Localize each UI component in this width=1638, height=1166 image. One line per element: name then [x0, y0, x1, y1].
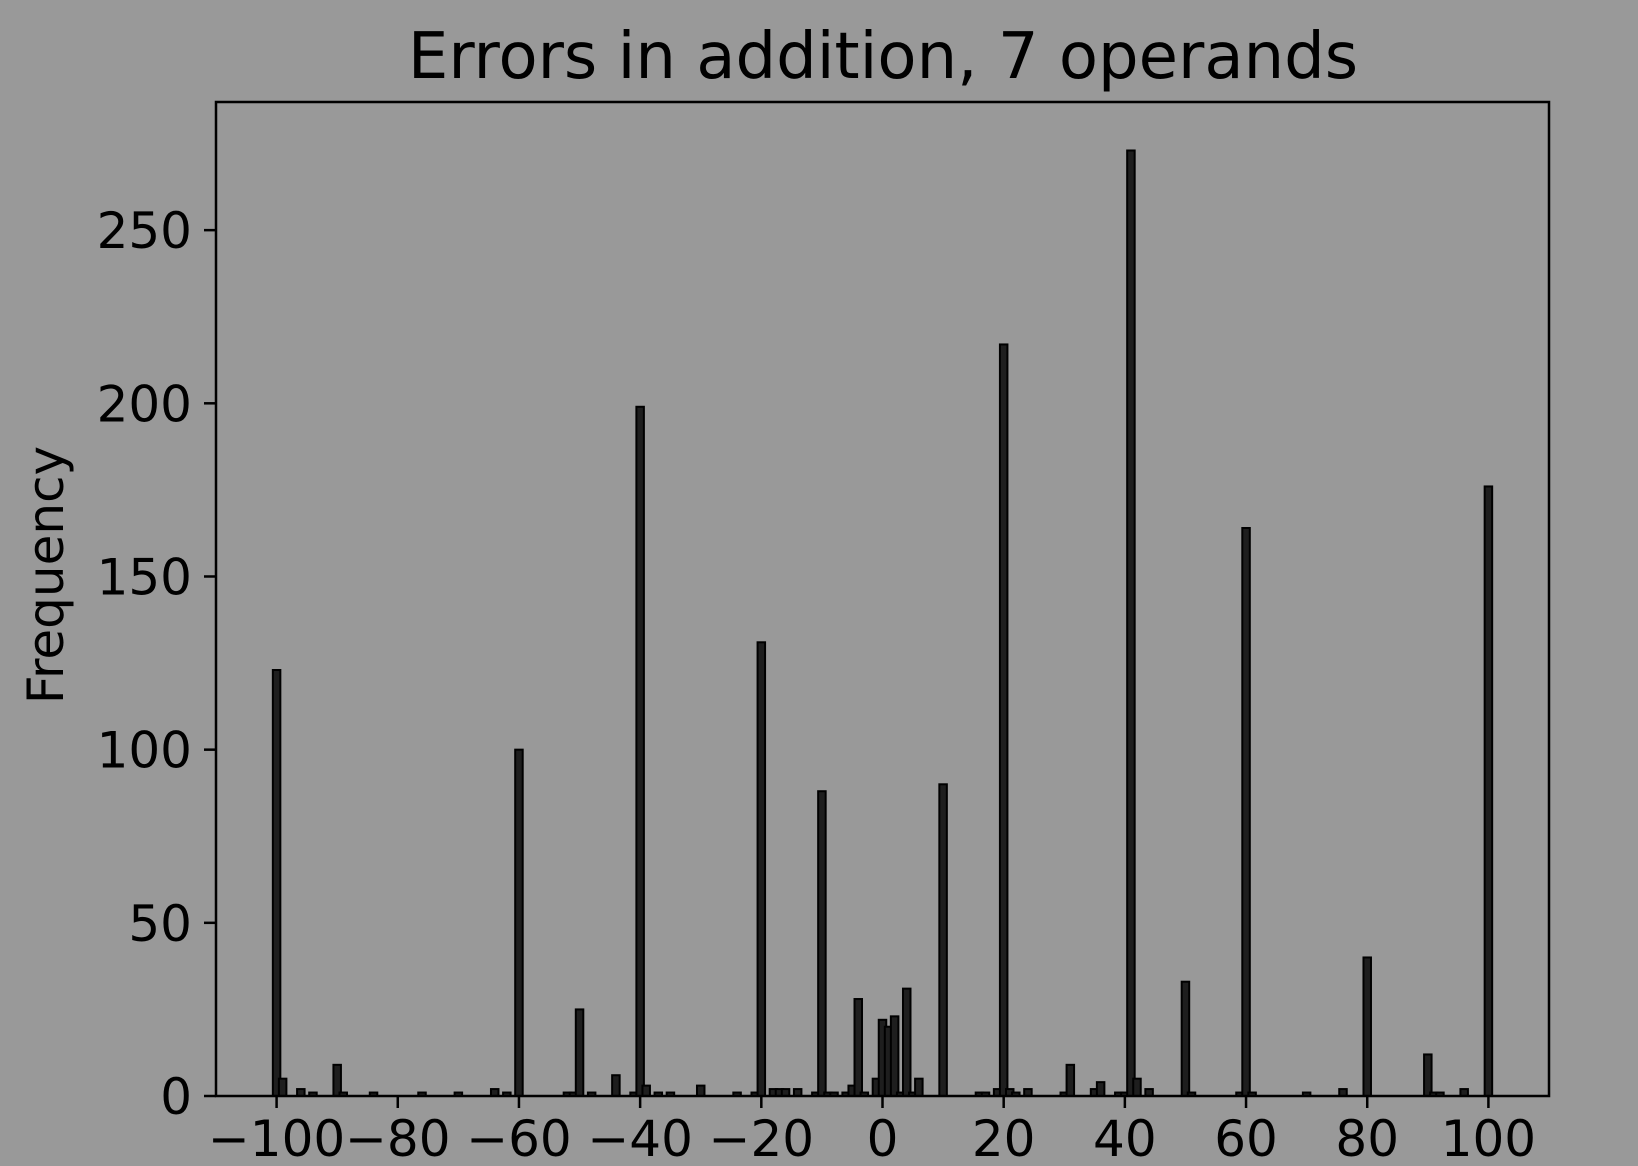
x-axis: −100 −80 −60 −40 −20 0 20 40 60 80 100: [208, 1096, 1536, 1166]
histogram-bar: [1132, 1077, 1142, 1098]
y-axis-label: Frequency: [17, 446, 75, 704]
chart-title: Errors in addition, 7 operands: [408, 20, 1358, 94]
x-tick-label: −80: [345, 1110, 451, 1166]
histogram-bar: [641, 1084, 651, 1097]
x-tick-label: 40: [1093, 1110, 1157, 1166]
histogram-bar: [1362, 956, 1372, 1098]
plot-area-frame: [214, 100, 1551, 1098]
x-tick-label: 0: [867, 1110, 899, 1166]
histogram-bar: [1423, 1053, 1433, 1097]
histogram-bar: [271, 669, 282, 1097]
histogram-bar: [817, 790, 827, 1097]
histogram-bar: [901, 987, 912, 1098]
y-tick-label: 250: [97, 202, 192, 260]
histogram-bar: [611, 1074, 621, 1097]
histogram-bar: [756, 641, 767, 1097]
y-tick-label: 200: [97, 375, 192, 433]
x-tick-label: −60: [466, 1110, 572, 1166]
y-tick-label: 100: [97, 722, 192, 780]
histogram-bar: [277, 1077, 288, 1098]
histogram-bar: [1180, 980, 1191, 1098]
x-tick-label: −20: [709, 1110, 815, 1166]
bar-series: [271, 149, 1494, 1098]
histogram-bar: [635, 405, 645, 1097]
histogram-bar: [514, 748, 524, 1097]
histogram-bar: [1126, 149, 1136, 1098]
y-axis: 0 50 100 150 200 250: [97, 202, 216, 1126]
histogram-bar: [574, 1008, 585, 1097]
x-tick-label: 80: [1335, 1110, 1399, 1166]
histogram-bar: [998, 343, 1009, 1097]
histogram-bar: [853, 998, 864, 1098]
histogram-bar: [1241, 527, 1251, 1097]
histogram-bar: [1095, 1081, 1106, 1098]
histogram-bar: [1065, 1063, 1076, 1097]
y-tick-label: 150: [97, 548, 192, 606]
histogram-bar: [938, 783, 948, 1097]
histogram-bar: [914, 1077, 924, 1098]
x-tick-label: −40: [587, 1110, 693, 1166]
y-tick-label: 0: [160, 1068, 192, 1126]
x-tick-label: −100: [208, 1110, 345, 1166]
x-tick-label: 60: [1214, 1110, 1278, 1166]
histogram-bar: [889, 1015, 900, 1098]
x-tick-label: 20: [972, 1110, 1036, 1166]
y-tick-label: 50: [128, 895, 192, 953]
histogram-bar: [332, 1063, 342, 1097]
histogram-bar: [1483, 485, 1494, 1097]
x-tick-label: 100: [1441, 1110, 1536, 1166]
histogram-bar: [695, 1084, 706, 1097]
